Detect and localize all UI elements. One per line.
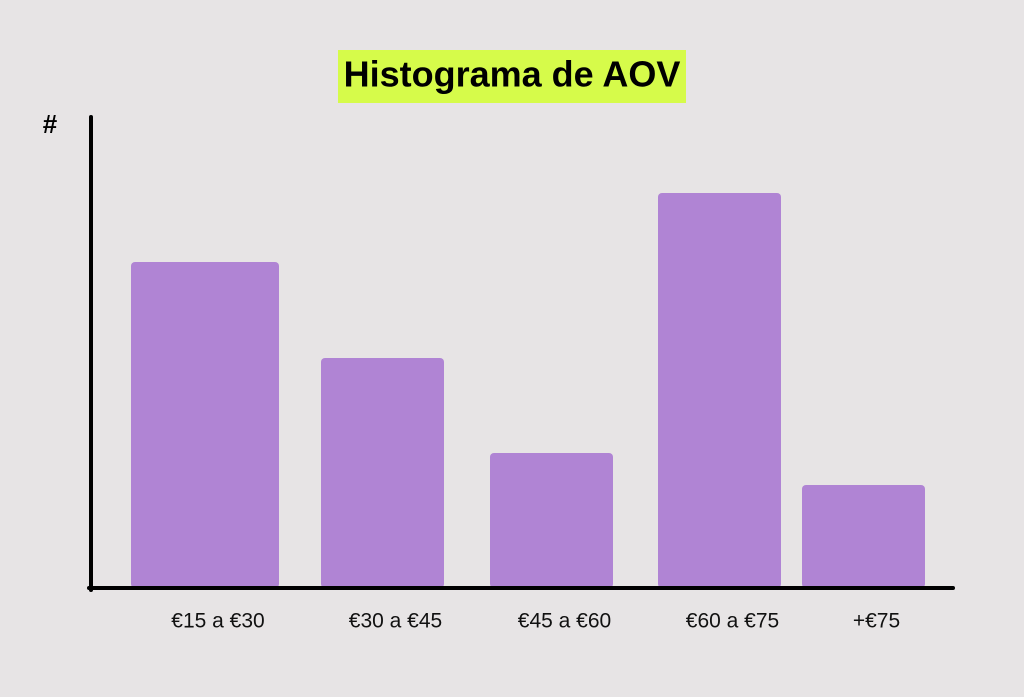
bar	[321, 358, 444, 588]
x-tick-label: €30 a €45	[349, 610, 442, 633]
y-axis-label: #	[43, 109, 58, 139]
bars	[131, 193, 925, 588]
bar	[658, 193, 781, 588]
x-tick-label: +€75	[853, 610, 900, 633]
bar	[802, 485, 925, 588]
x-tick-label: €15 a €30	[171, 610, 264, 633]
title-highlight	[338, 50, 686, 103]
bar	[131, 262, 279, 588]
bar	[490, 453, 613, 588]
chart-title: Histograma de AOV	[344, 54, 681, 95]
x-tick-label: €60 a €75	[686, 610, 779, 633]
x-tick-label: €45 a €60	[518, 610, 611, 633]
